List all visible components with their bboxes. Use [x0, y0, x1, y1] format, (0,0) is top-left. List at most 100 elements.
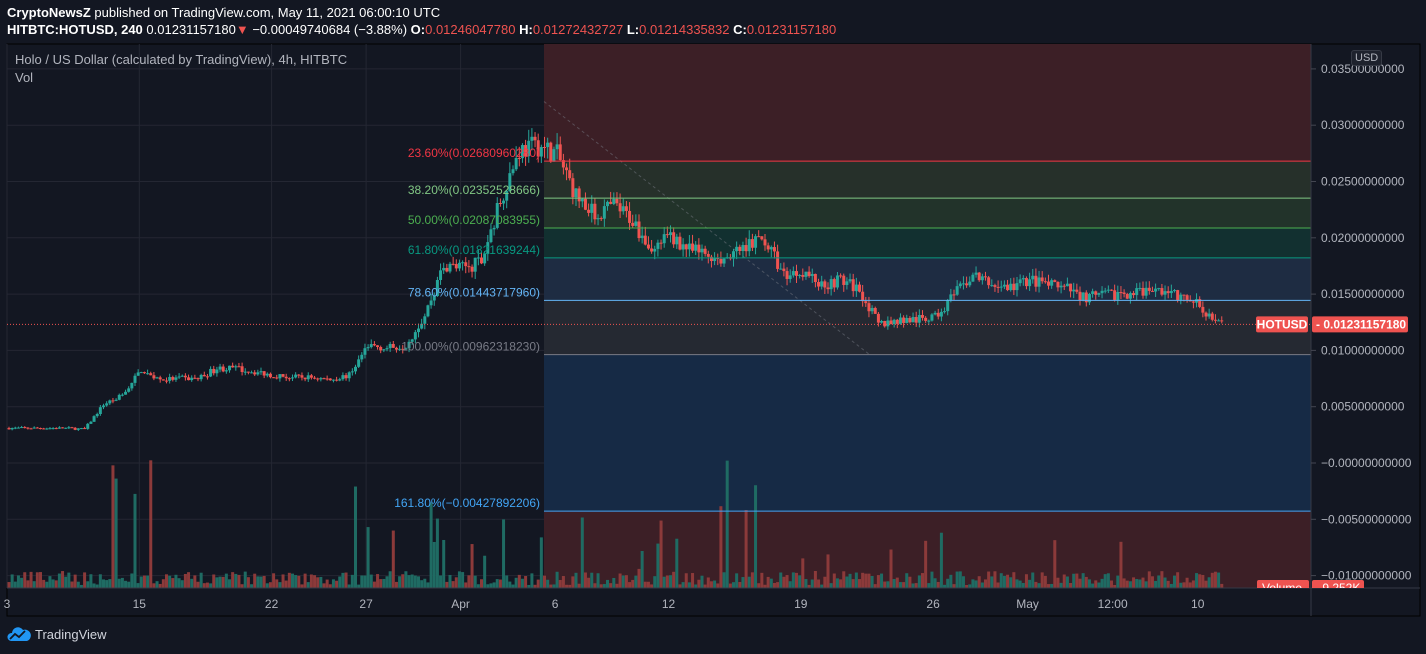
- volume-bar: [1015, 579, 1019, 588]
- volume-bar: [133, 493, 137, 588]
- candle-body: [231, 365, 235, 368]
- candle-body: [1166, 291, 1170, 294]
- candle-body: [791, 271, 795, 276]
- volume-bar: [1116, 575, 1120, 588]
- volume-bar: [943, 584, 947, 588]
- candle-body: [1078, 291, 1082, 301]
- volume-bar: [246, 577, 250, 588]
- volume-bar: [391, 530, 395, 588]
- candle-body: [1028, 279, 1032, 287]
- volume-value-tag: [1312, 580, 1364, 588]
- candle-body: [864, 301, 868, 304]
- volume-bar: [568, 584, 572, 588]
- candle-body: [1119, 292, 1123, 294]
- candle-body: [224, 370, 228, 372]
- candle-body: [889, 320, 893, 325]
- volume-bar: [829, 583, 833, 588]
- volume-bar: [716, 583, 720, 588]
- candle-body: [347, 372, 351, 379]
- volume-bar: [747, 576, 751, 588]
- candle-body: [495, 203, 499, 228]
- volume-bar: [842, 571, 846, 588]
- candle-body: [524, 145, 528, 157]
- volume-bar: [281, 574, 285, 588]
- volume-bar: [539, 537, 543, 588]
- candle-body: [1157, 288, 1161, 290]
- candle-body: [536, 140, 540, 157]
- candle-body: [949, 294, 953, 301]
- candle-body: [914, 317, 918, 323]
- candle-body: [268, 373, 272, 378]
- volume-bar: [67, 572, 71, 588]
- volume-bar: [294, 575, 298, 588]
- x-tick-label: 22: [265, 597, 279, 611]
- candle-body: [435, 279, 439, 297]
- volume-bar: [464, 582, 468, 588]
- candle-body: [984, 276, 987, 278]
- volume-bar: [555, 571, 559, 588]
- volume-bar: [672, 571, 676, 588]
- volume-bar: [1081, 573, 1085, 588]
- last-price-tag-text: - 0.01231157180: [1316, 317, 1406, 331]
- candle-body: [1210, 313, 1214, 320]
- candle-body: [483, 254, 487, 264]
- candle-body: [20, 427, 24, 429]
- candle-body: [895, 319, 899, 324]
- volume-bar: [199, 572, 203, 588]
- volume-bar: [388, 571, 392, 588]
- fib-level-label: 61.80%(0.01821639244): [408, 243, 540, 257]
- currency-badge[interactable]: USD: [1351, 50, 1383, 66]
- candle-body: [527, 140, 531, 157]
- candle-body: [672, 232, 676, 245]
- candle-body: [410, 339, 414, 342]
- volume-bar: [653, 576, 657, 588]
- volume-bar: [98, 574, 102, 588]
- candle-body: [955, 286, 959, 295]
- candle-body: [360, 354, 364, 360]
- volume-bar: [939, 532, 943, 588]
- volume-bar: [1125, 580, 1129, 588]
- volume-bar: [927, 583, 931, 588]
- volume-bar: [508, 581, 512, 588]
- candle-body: [394, 347, 398, 350]
- volume-bar: [10, 574, 14, 588]
- candle-body: [870, 307, 874, 312]
- volume-bar: [51, 579, 55, 588]
- volume-bar: [757, 583, 761, 588]
- candle-body: [987, 277, 991, 286]
- candle-body: [520, 145, 524, 159]
- volume-bar: [505, 575, 509, 588]
- candle-body: [1198, 299, 1202, 307]
- volume-bar: [817, 579, 821, 588]
- candle-body: [936, 312, 940, 317]
- candle-body: [23, 427, 27, 429]
- candle-body: [643, 235, 647, 245]
- candle-body: [102, 405, 105, 408]
- candle-body: [492, 227, 496, 230]
- fib-zone: [544, 44, 1311, 162]
- candle-body: [539, 147, 543, 157]
- publisher-name[interactable]: CryptoNewsZ: [7, 5, 91, 20]
- candle-body: [272, 377, 276, 379]
- volume-bar: [20, 577, 24, 588]
- candle-body: [902, 317, 906, 323]
- volume-bar: [95, 584, 99, 588]
- candle-body: [357, 359, 361, 367]
- volume-bar: [921, 573, 924, 588]
- candle-body: [1034, 275, 1038, 287]
- candle-body: [328, 378, 332, 381]
- volume-bar: [300, 584, 304, 588]
- volume-bar: [823, 576, 827, 588]
- candle-body: [650, 248, 654, 252]
- volume-bar: [801, 558, 805, 588]
- candle-body: [892, 319, 896, 325]
- volume-bar: [1075, 573, 1079, 588]
- volume-bar: [335, 580, 339, 588]
- candle-body: [48, 428, 52, 430]
- volume-bar: [369, 574, 373, 588]
- candle-body: [92, 416, 96, 422]
- candle-body: [111, 400, 115, 402]
- volume-bar: [303, 573, 307, 588]
- tradingview-logo[interactable]: TradingView: [7, 626, 107, 642]
